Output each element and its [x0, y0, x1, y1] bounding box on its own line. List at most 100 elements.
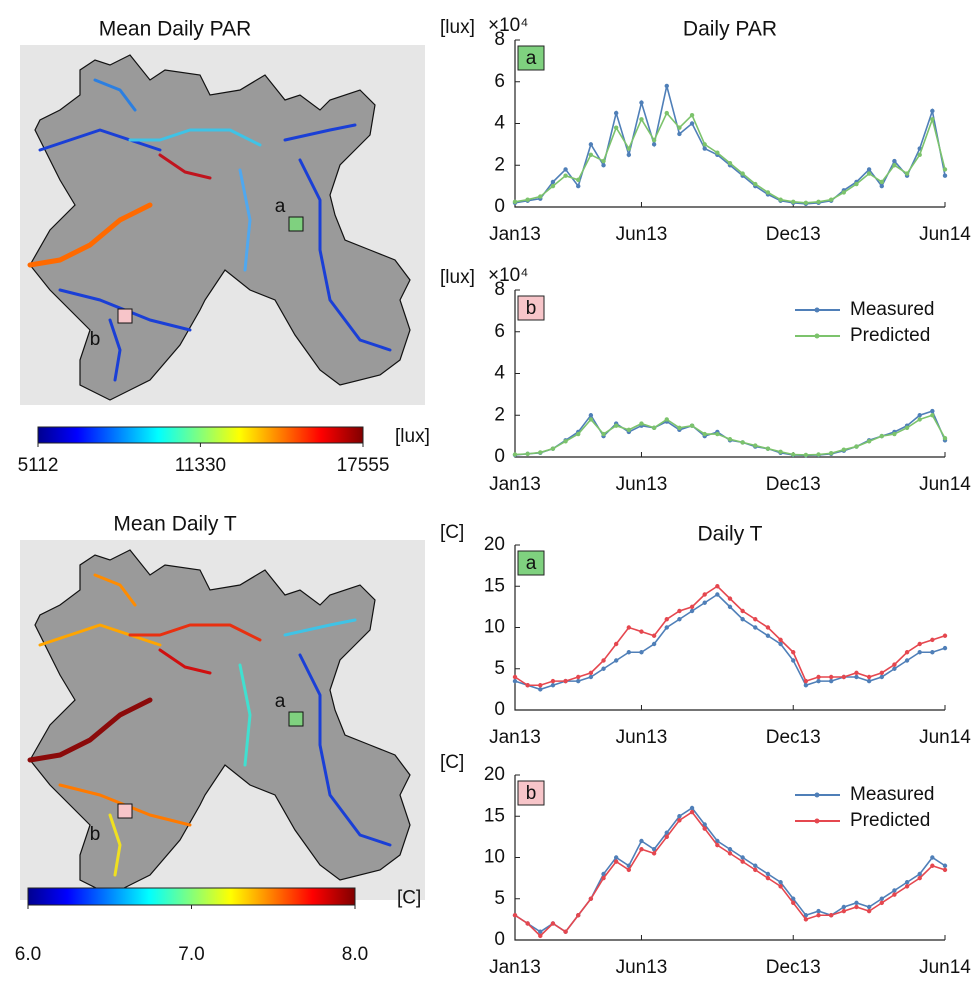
data-point [778, 880, 782, 884]
data-point [690, 810, 694, 814]
data-point [867, 171, 871, 175]
data-point [589, 675, 593, 679]
data-point [930, 117, 934, 121]
series-line [515, 113, 945, 203]
data-point [614, 125, 618, 129]
y-tick-label: 10 [484, 617, 505, 638]
data-point [930, 413, 934, 417]
legend-label: Measured [850, 299, 935, 320]
x-tick-label: Jun13 [616, 957, 668, 978]
data-point [740, 609, 744, 613]
data-point [652, 642, 656, 646]
data-point [563, 173, 567, 177]
chart-title: Daily T [698, 523, 763, 546]
data-point [614, 658, 618, 662]
data-point [740, 859, 744, 863]
data-point [715, 432, 719, 436]
data-point [703, 592, 707, 596]
site-label: a [275, 196, 286, 217]
data-point [538, 934, 542, 938]
y-tick-label: 15 [484, 805, 505, 826]
data-point [627, 428, 631, 432]
y-tick-label: 5 [494, 888, 505, 909]
data-point [525, 197, 529, 201]
data-point [778, 450, 782, 454]
data-point [829, 679, 833, 683]
data-point [703, 826, 707, 830]
legend-dot [815, 819, 820, 824]
y-tick-label: 2 [494, 404, 505, 425]
panel-tag: a [526, 48, 537, 69]
data-point [816, 913, 820, 917]
data-point [715, 151, 719, 155]
data-point [880, 434, 884, 438]
y-tick-label: 8 [494, 279, 505, 300]
panel-tag: b [526, 783, 537, 804]
legend-dot [815, 308, 820, 313]
data-point [930, 855, 934, 859]
colorbar-tick-label: 11330 [175, 455, 226, 476]
data-point [563, 930, 567, 934]
data-point [614, 642, 618, 646]
y-tick-label: 20 [484, 764, 505, 785]
y-tick-label: 6 [494, 71, 505, 92]
data-point [589, 142, 593, 146]
map-title: Mean Daily T [113, 513, 236, 536]
data-point [943, 173, 947, 177]
legend-label: Predicted [850, 810, 930, 831]
data-point [943, 864, 947, 868]
data-point [728, 851, 732, 855]
data-point [867, 909, 871, 913]
data-point [576, 178, 580, 182]
colorbar-tick-label: 8.0 [342, 944, 368, 965]
x-tick-label: Jun14 [919, 474, 971, 495]
data-point [930, 109, 934, 113]
data-point [513, 675, 517, 679]
y-tick-label: 0 [494, 196, 505, 217]
chart-title: Daily PAR [683, 18, 777, 41]
panel-tag: a [526, 553, 537, 574]
data-point [551, 446, 555, 450]
y-tick-label: 2 [494, 154, 505, 175]
data-point [677, 814, 681, 818]
data-point [576, 675, 580, 679]
data-point [867, 679, 871, 683]
data-point [627, 650, 631, 654]
y-tick-label: 5 [494, 658, 505, 679]
data-point [639, 117, 643, 121]
data-point [639, 100, 643, 104]
site-marker [118, 804, 132, 818]
data-point [829, 451, 833, 455]
data-point [766, 625, 770, 629]
data-point [703, 146, 707, 150]
data-point [943, 634, 947, 638]
site-marker [289, 217, 303, 231]
data-point [905, 884, 909, 888]
data-point [601, 159, 605, 163]
data-point [690, 423, 694, 427]
data-point [589, 897, 593, 901]
data-point [513, 200, 517, 204]
legend-dot [815, 334, 820, 339]
x-tick-label: Jan13 [489, 474, 541, 495]
data-point [652, 142, 656, 146]
data-point [601, 432, 605, 436]
data-point [918, 413, 922, 417]
data-point [728, 596, 732, 600]
colorbar-label: [C] [397, 888, 421, 909]
data-point [601, 667, 605, 671]
site-label: a [275, 691, 286, 712]
colorbar-tick-label: 5112 [18, 455, 59, 476]
x-tick-label: Dec13 [766, 957, 821, 978]
data-point [538, 683, 542, 687]
data-point [576, 184, 580, 188]
data-point [778, 197, 782, 201]
data-point [804, 683, 808, 687]
data-point [538, 194, 542, 198]
y-tick-label: 8 [494, 29, 505, 50]
data-point [525, 452, 529, 456]
data-point [551, 679, 555, 683]
data-point [905, 658, 909, 662]
data-point [513, 452, 517, 456]
data-point [728, 847, 732, 851]
